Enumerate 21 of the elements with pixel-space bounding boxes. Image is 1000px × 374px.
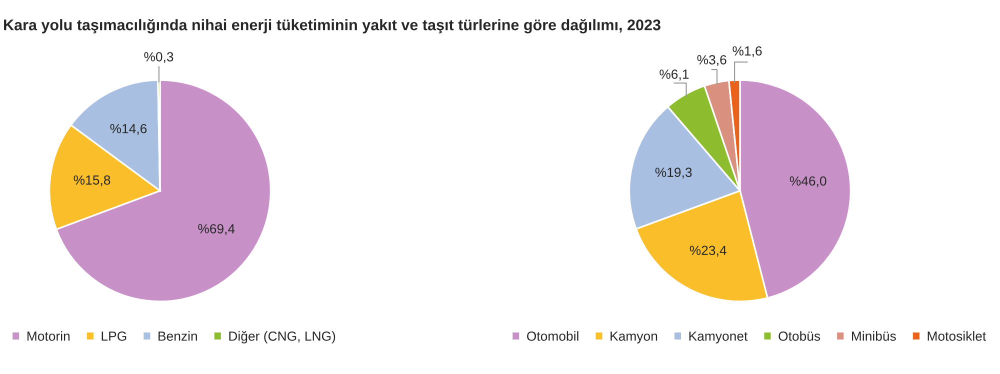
legend-label: LPG xyxy=(102,331,126,341)
legend-label: Diğer (CNG, LNG) xyxy=(229,330,336,344)
data-label: %14,6 xyxy=(110,124,147,135)
legend-label: Motosiklet xyxy=(928,331,986,341)
legend-label: Kamyonet xyxy=(689,332,748,344)
legend-label: Otobüs xyxy=(778,331,820,341)
data-label: %69,4 xyxy=(198,224,235,236)
data-label: %15,8 xyxy=(74,175,110,186)
data-label: %3,6 xyxy=(697,55,726,66)
data-label: %19,3 xyxy=(655,168,692,179)
data-label: %0,3 xyxy=(144,52,174,63)
legend-label: Kamyon xyxy=(610,332,658,344)
legend-label: Benzin xyxy=(158,331,197,341)
data-label: %6,1 xyxy=(660,70,689,80)
legend-label: Minibüs xyxy=(852,331,896,341)
chart-title: Kara yolu taşımacılığında nihai enerji tüketiminin yakıt ve taşıt türlerine göre dağılımı, 2023 xyxy=(4,18,660,34)
data-label: %1,6 xyxy=(732,46,762,58)
data-label: %46,0 xyxy=(790,176,826,188)
legend-label: Motorin xyxy=(27,331,70,341)
data-label: %23,4 xyxy=(690,246,726,257)
legend-label: Otomobil xyxy=(527,331,578,341)
